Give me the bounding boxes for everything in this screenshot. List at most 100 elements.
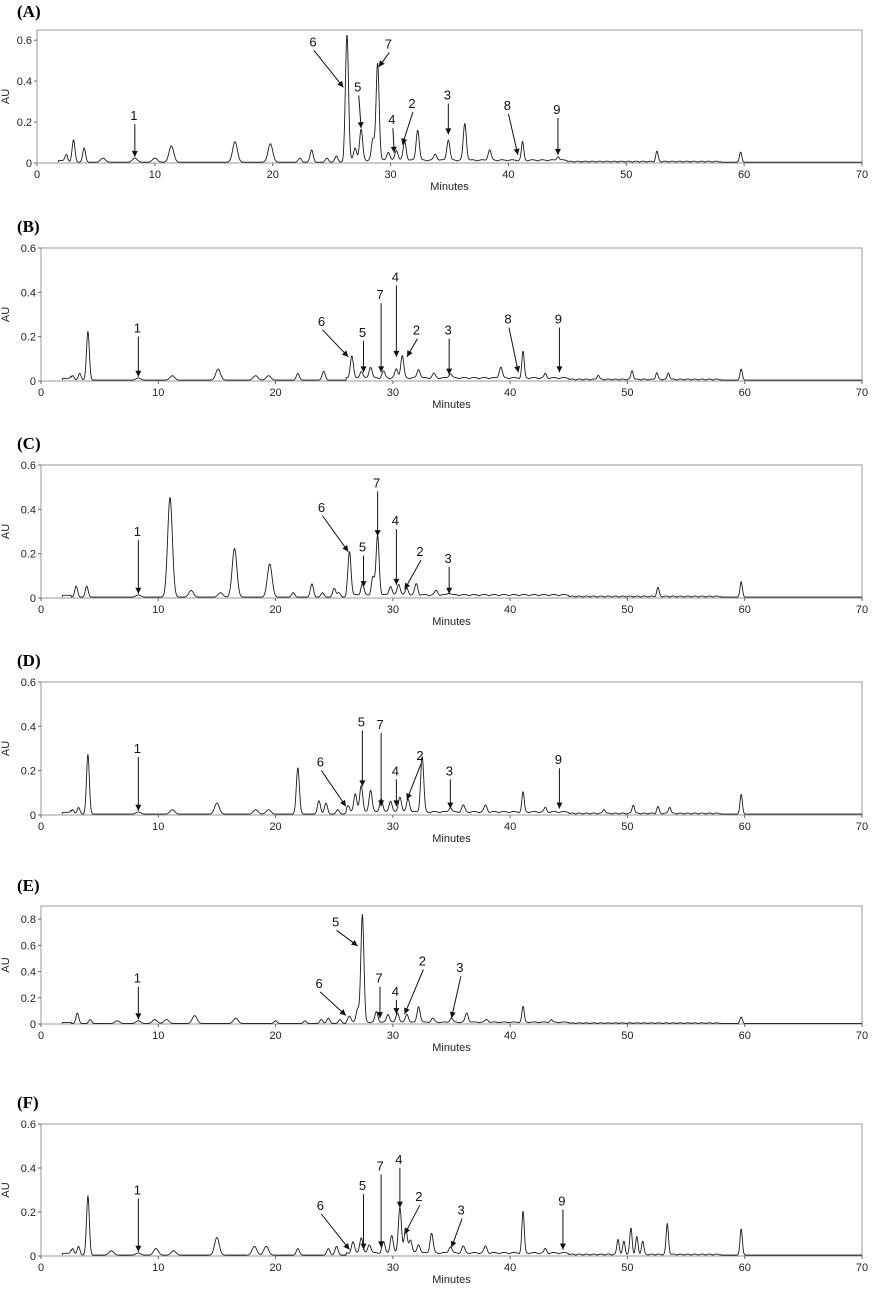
peak-annotation: 4	[392, 984, 400, 1015]
peak-annotation: 7	[377, 717, 385, 807]
annotation-arrow	[451, 976, 462, 1019]
panel-label: (C)	[17, 434, 41, 453]
x-tick-label: 0	[34, 169, 40, 181]
y-tick-label: 0.2	[21, 766, 36, 778]
peak-annotation: 7	[375, 971, 383, 1019]
arrow-head	[404, 582, 411, 590]
plot-frame	[36, 29, 863, 164]
peak-number-label: 2	[416, 544, 423, 559]
y-tick-label: 0	[26, 158, 32, 170]
arrow-head	[449, 1011, 456, 1019]
arrow-head	[445, 128, 452, 135]
peak-number-label: 3	[445, 551, 452, 566]
arrow-head	[360, 581, 367, 588]
annotation-arrow	[507, 113, 519, 155]
y-tick-label: 0.2	[21, 549, 36, 561]
arrow-head	[351, 939, 358, 946]
y-tick-label: 0.6	[21, 1119, 36, 1131]
peak-number-label: 1	[130, 108, 137, 123]
panel-label: (D)	[17, 651, 41, 670]
y-tick-label: 0.6	[17, 35, 32, 47]
peak-number-label: 1	[134, 320, 141, 335]
peak-annotation: 5	[354, 79, 364, 129]
arrow-head	[135, 804, 142, 811]
x-tick-label: 70	[856, 169, 868, 181]
y-tick-label: 0.4	[17, 76, 32, 88]
peak-annotation: 6	[317, 754, 347, 807]
arrow-head	[393, 578, 400, 585]
x-tick-label: 70	[856, 387, 868, 399]
peak-annotation: 4	[388, 112, 397, 153]
annotation-arrow	[320, 1213, 350, 1250]
peak-number-label: 2	[408, 96, 415, 111]
x-tick-label: 30	[384, 169, 396, 181]
x-tick-label: 30	[387, 604, 399, 616]
peak-annotation: 1	[134, 320, 142, 377]
x-tick-label: 40	[504, 821, 516, 833]
peak-annotation: 5	[332, 914, 358, 947]
arrow-head	[135, 370, 142, 377]
peak-annotation: 1	[134, 971, 142, 1020]
x-tick-label: 50	[620, 169, 632, 181]
x-tick-label: 20	[267, 169, 279, 181]
x-tick-label: 10	[149, 169, 161, 181]
peak-annotation: 5	[359, 540, 367, 588]
peak-number-label: 1	[134, 1183, 141, 1198]
peak-annotation: 8	[504, 312, 521, 373]
peak-annotation: 3	[445, 323, 453, 375]
peak-number-label: 7	[377, 717, 384, 732]
peak-number-label: 3	[457, 1202, 464, 1217]
arrow-head	[390, 146, 397, 153]
peak-number-label: 4	[395, 1152, 402, 1167]
peak-annotation: 3	[444, 88, 452, 135]
y-axis-label: AU	[0, 307, 12, 322]
peak-number-label: 5	[332, 914, 339, 929]
arrow-head	[556, 366, 563, 373]
peak-number-label: 1	[134, 524, 141, 539]
peak-annotation: 9	[553, 102, 561, 155]
panel-label: (A)	[17, 2, 41, 21]
peak-number-label: 4	[392, 984, 399, 999]
peak-annotation: 2	[404, 1189, 422, 1235]
peak-number-label: 7	[377, 287, 384, 302]
y-tick-label: 0.6	[21, 677, 36, 689]
x-tick-label: 30	[387, 387, 399, 399]
chromatogram-panel: (E) 0 0.2 0.4 0.6 0.8 0 10 20 30 40 50 60 70 Minutes AU…	[0, 876, 868, 1054]
peak-number-label: 5	[354, 79, 361, 94]
x-axis-label: Minutes	[432, 1042, 471, 1054]
peak-annotation: 3	[450, 1202, 465, 1248]
x-tick-label: 40	[504, 1030, 516, 1042]
arrow-head	[343, 1243, 350, 1250]
peak-annotation: 5	[359, 325, 367, 373]
chromatogram-panel: (F) 0 0.2 0.4 0.6 0 10 20 30 40 50 60 70 Minutes AU 1 6 5…	[0, 1093, 868, 1286]
peak-annotation: 4	[392, 763, 400, 807]
x-tick-label: 60	[739, 604, 751, 616]
peak-annotation: 1	[130, 108, 138, 157]
x-tick-label: 60	[738, 169, 750, 181]
peak-number-label: 6	[316, 976, 323, 991]
arrow-head	[393, 350, 400, 357]
panel-label: (E)	[17, 876, 40, 895]
x-tick-label: 50	[621, 1030, 633, 1042]
annotation-arrow	[322, 329, 349, 358]
peak-number-label: 1	[134, 971, 141, 986]
arrow-head	[374, 530, 381, 537]
arrow-head	[393, 1008, 400, 1015]
y-tick-label: 0.6	[21, 940, 36, 952]
y-axis-label: AU	[0, 957, 12, 972]
arrow-head	[447, 802, 454, 809]
y-tick-label: 0	[30, 1019, 36, 1031]
annotation-arrow	[320, 770, 347, 807]
x-tick-label: 0	[38, 821, 44, 833]
x-tick-label: 40	[504, 604, 516, 616]
arrow-head	[135, 1013, 142, 1020]
arrow-head	[135, 587, 142, 594]
peak-annotation: 7	[373, 475, 381, 537]
x-tick-label: 10	[152, 604, 164, 616]
x-tick-label: 40	[502, 169, 514, 181]
arrow-head	[341, 350, 349, 357]
x-tick-label: 60	[739, 821, 751, 833]
peak-annotation: 2	[404, 544, 424, 590]
panel-label: (B)	[17, 217, 40, 236]
